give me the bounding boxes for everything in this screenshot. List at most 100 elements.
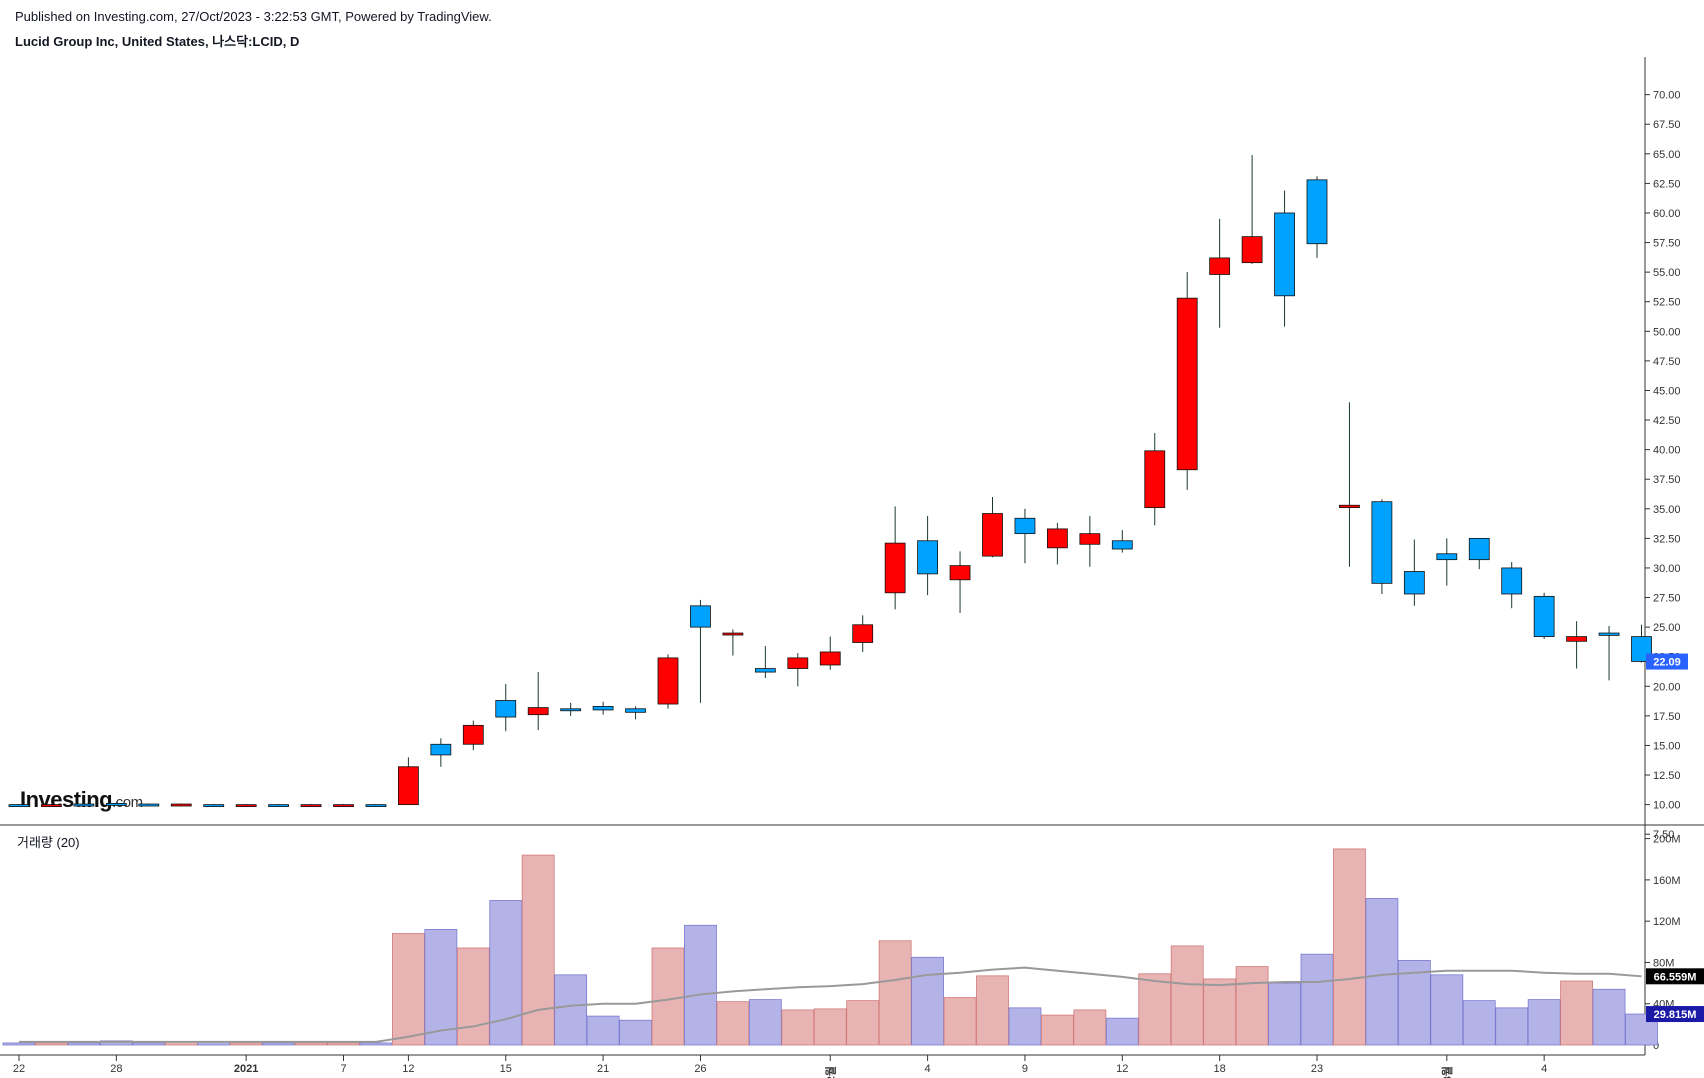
- symbol-title: Lucid Group Inc, United States, 나스닥:LCID…: [15, 34, 300, 49]
- volume-bar: [67, 1042, 101, 1046]
- candle-body: [1371, 501, 1393, 584]
- time-tick-label: 2021: [234, 1063, 258, 1075]
- price-tick-label: 12.50: [1653, 770, 1681, 782]
- candle-body: [105, 803, 127, 806]
- volume-bar: [1073, 1009, 1107, 1046]
- volume-bar: [424, 929, 458, 1046]
- volume-bar: [1397, 959, 1431, 1046]
- volume-bar: [748, 999, 782, 1046]
- volume-bar: [35, 1042, 68, 1046]
- volume-bar: [943, 997, 977, 1046]
- volume-bar: [586, 1015, 620, 1046]
- candle-body: [41, 804, 62, 808]
- price-tick-label: 35.00: [1653, 504, 1681, 516]
- candle-body: [235, 804, 257, 808]
- time-tick-label: 21: [597, 1063, 609, 1075]
- candle-body: [1079, 533, 1101, 545]
- volume-bar: [1105, 1017, 1139, 1046]
- volume-bar: [1365, 898, 1399, 1046]
- candle-body: [527, 707, 549, 716]
- volume-bar: [359, 1042, 393, 1046]
- price-tick-label: 30.00: [1653, 563, 1681, 575]
- candle-body: [787, 657, 809, 669]
- volume-bar: [1560, 980, 1593, 1046]
- time-tick-label: 4: [925, 1063, 931, 1075]
- candle-body: [819, 651, 841, 666]
- volume-bar: [1527, 999, 1561, 1046]
- volume-value-tag: [1646, 968, 1704, 985]
- volume-tick-label: 0: [1653, 1040, 1659, 1052]
- volume-bar: [684, 924, 717, 1046]
- volume-bar: [651, 947, 685, 1046]
- volume-bar: [521, 854, 555, 1046]
- candle-body: [1144, 450, 1166, 509]
- price-tick-label: 27.50: [1653, 593, 1681, 605]
- volume-bar: [1235, 966, 1269, 1046]
- volume-tick-label: 200M: [1653, 834, 1681, 846]
- volume-bar: [1462, 1000, 1496, 1046]
- price-tick-label: 55.00: [1653, 267, 1681, 279]
- candle-body: [1274, 212, 1295, 297]
- price-tick-label: 57.50: [1653, 238, 1681, 250]
- time-tick-label: 18: [1214, 1063, 1226, 1075]
- price-tick-label: 37.50: [1653, 474, 1681, 486]
- candle-body: [1598, 632, 1620, 636]
- price-tick-label: 62.50: [1653, 178, 1681, 190]
- volume-bar: [327, 1042, 360, 1046]
- time-tick-label: 3월: [1440, 1066, 1454, 1078]
- price-tick-label: 67.50: [1653, 119, 1681, 131]
- candle-body: [365, 804, 387, 808]
- volume-bar: [456, 947, 490, 1046]
- volume-bar: [846, 1000, 880, 1046]
- candle-body: [430, 743, 452, 756]
- volume-bar: [1333, 848, 1366, 1046]
- time-tick-label: 4: [1541, 1063, 1547, 1075]
- logo-name: Investing: [20, 787, 113, 812]
- last-price-tag: [1646, 653, 1688, 670]
- volume-bar: [262, 1042, 296, 1046]
- volume-bar: [294, 1042, 328, 1046]
- volume-bar: [813, 1008, 847, 1046]
- price-tick-label: 60.00: [1653, 208, 1681, 220]
- volume-bar: [1138, 973, 1172, 1046]
- logo-suffix: .com: [112, 794, 143, 811]
- volume-bar: [1300, 953, 1334, 1046]
- candle-body: [1436, 553, 1458, 561]
- price-tick-label: 17.50: [1653, 711, 1681, 723]
- candle-body: [884, 542, 906, 594]
- price-tick-label: 15.00: [1653, 740, 1681, 752]
- volume-bar: [1495, 1007, 1529, 1046]
- price-tick-label: 40.00: [1653, 445, 1681, 457]
- candle-body: [268, 804, 290, 808]
- candle-body: [73, 803, 95, 807]
- candle-body: [1047, 528, 1068, 549]
- volume-bar: [132, 1042, 166, 1046]
- time-tick-label: 26: [694, 1063, 706, 1075]
- candle-body: [203, 804, 225, 808]
- volume-bar: [1203, 978, 1237, 1046]
- volume-tick-label: 80M: [1653, 957, 1674, 969]
- candle-body: [982, 513, 1003, 557]
- candle-body: [852, 624, 874, 643]
- price-tick-label: 70.00: [1653, 90, 1681, 102]
- time-tick-label: 9: [1022, 1063, 1028, 1075]
- volume-bar: [489, 900, 523, 1046]
- volume-bar: [878, 940, 912, 1046]
- volume-bar: [2, 1042, 36, 1046]
- volume-bar: [1592, 988, 1626, 1046]
- volume-bar: [781, 1009, 815, 1046]
- volume-bar: [976, 975, 1009, 1046]
- volume-bar: [554, 974, 588, 1046]
- candle-body: [1306, 179, 1328, 245]
- time-tick-label: 22: [13, 1063, 25, 1075]
- candle-body: [397, 766, 419, 806]
- volume-value-label: 66.559M: [1654, 971, 1697, 983]
- candle-body: [722, 632, 744, 636]
- price-tick-label: 52.50: [1653, 297, 1681, 309]
- time-tick-label: 12: [1116, 1063, 1128, 1075]
- volume-bar: [716, 1001, 750, 1046]
- candle-body: [1014, 517, 1036, 535]
- volume-value-tag: [1646, 1006, 1704, 1023]
- volume-bar: [911, 956, 944, 1046]
